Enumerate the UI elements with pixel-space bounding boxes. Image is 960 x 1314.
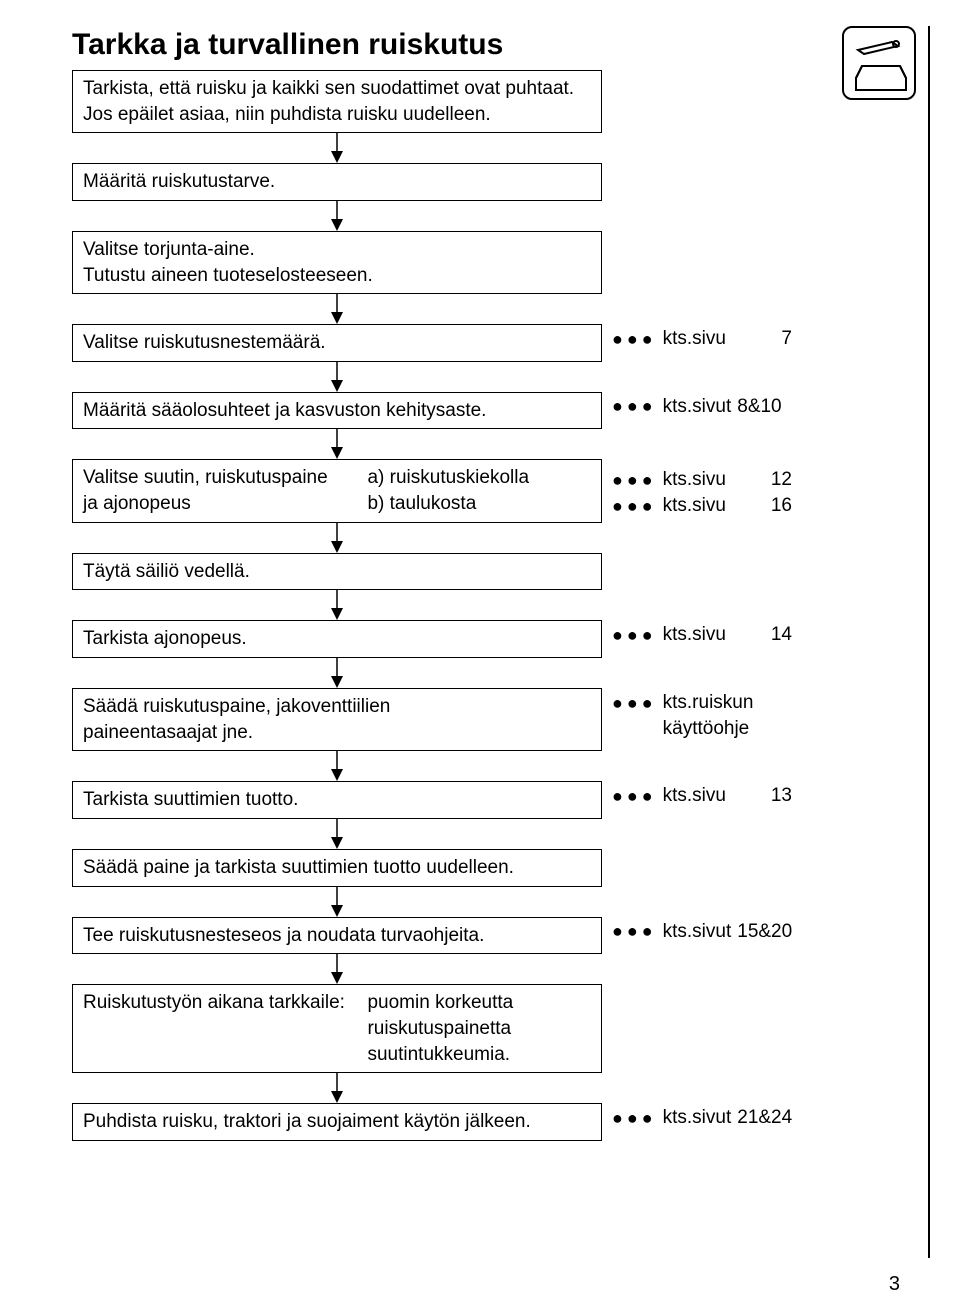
- arrow: [72, 954, 602, 984]
- page-ref: ●●● kts.sivut 21&24: [612, 1107, 792, 1129]
- arrow: [72, 201, 602, 231]
- ref-label: kts.sivu: [663, 495, 726, 517]
- arrow: [72, 751, 602, 781]
- step-fill-tank: Täytä säiliö vedellä.: [72, 553, 602, 591]
- arrow: [72, 658, 602, 688]
- ref-num: 21&24: [737, 1107, 792, 1129]
- ref-num: 16: [732, 495, 792, 517]
- ref-label: kts.sivu: [663, 785, 726, 807]
- page-ref: ●●● kts.sivu 12: [612, 469, 792, 491]
- ref-num: 8&10: [737, 396, 781, 418]
- arrow: [72, 887, 602, 917]
- page-ref: ●●● kts.sivu 7: [612, 328, 792, 350]
- ref-label: kts.sivu: [663, 328, 726, 350]
- arrow: [72, 1073, 602, 1103]
- step-check-sprayer: Tarkista, että ruisku ja kaikki sen suod…: [72, 70, 602, 133]
- ref-label: kts.ruiskun: [663, 692, 754, 714]
- step-text: Säädä ruiskutuspaine, jakoventtiilien: [83, 694, 591, 720]
- page-ref: ●●● kts.sivu 16: [612, 495, 792, 517]
- step-text: b) taulukosta: [367, 491, 591, 517]
- arrow: [72, 590, 602, 620]
- page-ref: ●●● kts.sivu 13: [612, 785, 792, 807]
- page-ref: ●●● kts.sivut 8&10: [612, 396, 782, 418]
- pen-note-icon: [842, 26, 916, 100]
- step-weather: Määritä sääolosuhteet ja kasvuston kehit…: [72, 392, 602, 430]
- step-text: puomin korkeutta: [367, 990, 591, 1016]
- step-determine-need: Määritä ruiskutustarve.: [72, 163, 602, 201]
- step-text: ruiskutuspainetta: [367, 1016, 591, 1042]
- arrow: [72, 819, 602, 849]
- ref-label: kts.sivut: [663, 1107, 732, 1129]
- ref-label: kts.sivu: [663, 624, 726, 646]
- arrow: [72, 523, 602, 553]
- step-text: ja ajonopeus: [83, 491, 367, 517]
- dots-icon: ●●●: [612, 786, 657, 807]
- arrow: [72, 429, 602, 459]
- ref-num: 13: [732, 785, 792, 807]
- step-text: Tutustu aineen tuoteselosteeseen.: [83, 263, 591, 289]
- dots-icon: ●●●: [612, 625, 657, 646]
- step-choose-nozzle: Valitse suutin, ruiskutuspaine ja ajonop…: [72, 459, 602, 522]
- ref-num: 15&20: [737, 921, 792, 943]
- ref-label: kts.sivut: [663, 921, 732, 943]
- step-text: paineentasaajat jne.: [83, 720, 591, 746]
- step-check-output: Tarkista suuttimien tuotto.: [72, 781, 602, 819]
- ref-label: kts.sivut: [663, 396, 732, 418]
- step-clean: Puhdista ruisku, traktori ja suojaiment …: [72, 1103, 602, 1141]
- dots-icon: ●●●: [612, 329, 657, 350]
- page-ref: ●●● käyttöohje: [612, 718, 755, 740]
- right-margin-line: [928, 26, 930, 1258]
- step-monitor: Ruiskutustyön aikana tarkkaile: puomin k…: [72, 984, 602, 1073]
- step-choose-agent: Valitse torjunta-aine. Tutustu aineen tu…: [72, 231, 602, 294]
- step-text: a) ruiskutuskiekolla: [367, 465, 591, 491]
- step-adjust-pressure: Säädä ruiskutuspaine, jakoventtiilien pa…: [72, 688, 602, 751]
- dots-icon: ●●●: [612, 470, 657, 491]
- arrow: [72, 362, 602, 392]
- arrow: [72, 294, 602, 324]
- page-ref: ●●● kts.sivut 15&20: [612, 921, 792, 943]
- ref-label: käyttöohje: [663, 718, 750, 740]
- dots-icon: ●●●: [612, 921, 657, 942]
- flowchart: Tarkista, että ruisku ja kaikki sen suod…: [72, 70, 602, 1141]
- step-check-speed: Tarkista ajonopeus.: [72, 620, 602, 658]
- step-text: suutintukkeumia.: [367, 1042, 591, 1068]
- ref-label: kts.sivu: [663, 469, 726, 491]
- step-choose-amount: Valitse ruiskutusnestemäärä.: [72, 324, 602, 362]
- ref-num: 14: [732, 624, 792, 646]
- page-ref: ●●● kts.ruiskun: [612, 692, 759, 714]
- step-text: Valitse torjunta-aine.: [83, 237, 591, 263]
- dots-icon: ●●●: [612, 1108, 657, 1129]
- step-text: Valitse suutin, ruiskutuspaine: [83, 465, 367, 491]
- page-ref: ●●● kts.sivu 14: [612, 624, 792, 646]
- ref-num: 7: [732, 328, 792, 350]
- dots-icon: ●●●: [612, 396, 657, 417]
- step-mix: Tee ruiskutusnesteseos ja noudata turvao…: [72, 917, 602, 955]
- page-title: Tarkka ja turvallinen ruiskutus: [72, 28, 900, 62]
- arrow: [72, 133, 602, 163]
- step-text: Ruiskutustyön aikana tarkkaile:: [83, 990, 367, 1016]
- ref-num: 12: [732, 469, 792, 491]
- step-recheck: Säädä paine ja tarkista suuttimien tuott…: [72, 849, 602, 887]
- dots-icon: ●●●: [612, 693, 657, 714]
- page-number: 3: [889, 1273, 900, 1296]
- dots-icon: ●●●: [612, 496, 657, 517]
